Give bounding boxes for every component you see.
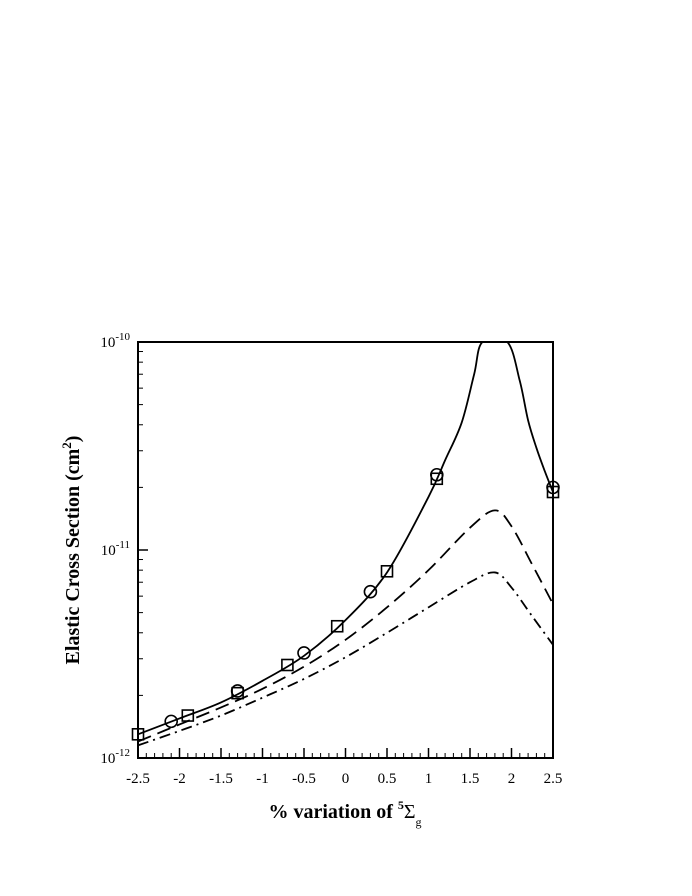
x-tick-label: -0.5 (292, 771, 316, 787)
x-axis-title-text: % variation of (268, 801, 397, 823)
y-tick-label: 10-10 (100, 331, 130, 351)
y-tick-base: 10 (100, 335, 115, 351)
data-point-square (380, 564, 394, 578)
x-tick-label: 0.5 (378, 771, 397, 787)
y-axis-title-suffix: ) (62, 436, 84, 443)
data-point-square (430, 472, 444, 486)
x-tick-label: 0 (342, 771, 350, 787)
y-tick-label: 10-11 (101, 539, 130, 559)
labels-layer: -2.5 -2 -1.5 -1 -0.5 0 0.5 1 1.5 2 2.510-1210-1110… (59, 331, 562, 829)
data-point-circle (429, 467, 444, 482)
y-tick-exponent: -11 (116, 539, 130, 551)
x-tick-label: 2 (508, 771, 516, 787)
series-line-solid (138, 342, 553, 736)
series-line-dashdot (138, 571, 553, 747)
data-point-circle (297, 646, 311, 660)
data-point-circle (363, 584, 378, 599)
data-point-square (330, 619, 344, 633)
x-tick-label: -1 (256, 771, 269, 787)
y-axis-title: Elastic Cross Section (cm2) (59, 436, 84, 665)
data-point-circle (164, 714, 178, 729)
y-axis-title-sup: 2 (59, 442, 74, 449)
x-axis-title: % variation of 5Σg (268, 798, 421, 829)
x-axis-title-symbol: Σ (404, 801, 416, 823)
series-layer (131, 342, 560, 747)
y-tick-base: 10 (100, 751, 115, 767)
data-point-square (281, 658, 294, 672)
x-axis-title-sub: g (416, 815, 422, 829)
y-tick-base: 10 (101, 543, 116, 559)
x-tick-label: -1.5 (209, 771, 233, 787)
plot-frame (137, 341, 554, 759)
y-tick-exponent: -12 (115, 747, 130, 759)
y-tick-exponent: -10 (115, 331, 130, 343)
series-line-dashed (138, 509, 553, 743)
axes-layer (137, 341, 554, 759)
y-axis-title-text: Elastic Cross Section (cm (62, 448, 84, 664)
x-tick-label: 1 (425, 771, 433, 787)
data-point-circle (230, 684, 245, 698)
x-tick-label: -2 (173, 771, 186, 787)
x-tick-label: 2.5 (544, 771, 563, 787)
y-tick-label: 10-12 (100, 747, 130, 767)
x-axis-title-sup: 5 (398, 798, 404, 812)
data-point-square (181, 709, 195, 722)
x-tick-label: 1.5 (461, 771, 480, 787)
x-tick-label: -2.5 (126, 771, 150, 787)
